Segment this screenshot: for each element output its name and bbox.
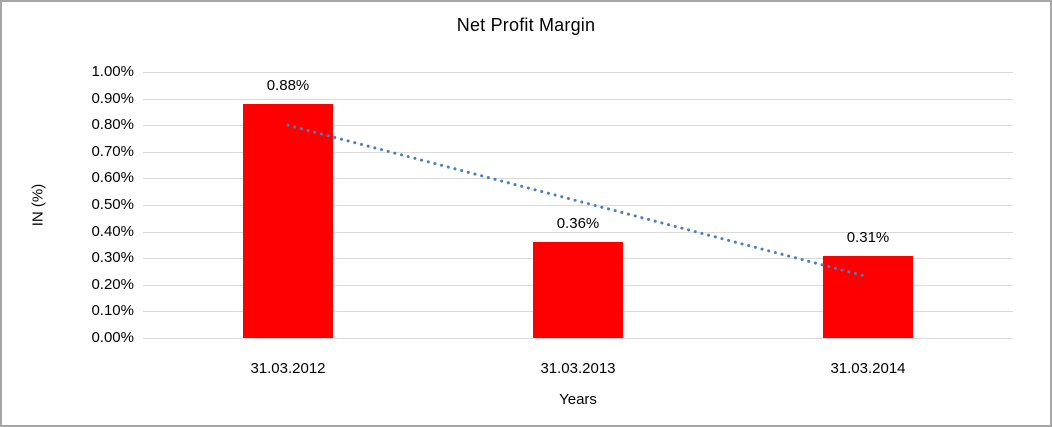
gridline: [143, 205, 1013, 206]
trendline: [286, 123, 870, 279]
y-axis-tick-label: 0.20%: [91, 275, 134, 293]
y-axis-tick-label: 0.90%: [91, 89, 134, 107]
gridline: [143, 231, 1013, 233]
bar-31.03.2014: [823, 255, 913, 338]
gridline: [143, 72, 1013, 73]
y-axis-tick-label: 0.50%: [91, 196, 134, 213]
gridline: [143, 125, 1013, 127]
y-axis-tick-label: 0.40%: [91, 222, 134, 240]
gridline: [143, 178, 1013, 180]
data-label: 0.36%: [556, 215, 600, 233]
data-label: 0.31%: [846, 228, 890, 246]
y-axis-tick-label: 0.80%: [91, 116, 134, 134]
gridline: [143, 338, 1013, 339]
gridline: [143, 98, 1013, 100]
y-axis-tick-label: 0.10%: [91, 302, 134, 320]
trendline-path: [286, 123, 870, 279]
y-axis-tick-label: 0.30%: [91, 249, 134, 267]
chart-title: Net Profit Margin: [456, 15, 596, 35]
bar-31.03.2012: [243, 103, 333, 338]
x-axis-tick-label: 31.03.2013: [540, 360, 616, 377]
gridline: [143, 151, 1013, 153]
plot-area: [143, 72, 1013, 339]
data-label: 0.88%: [266, 76, 310, 94]
y-axis-tick-label: 0.70%: [91, 142, 134, 160]
x-axis-tick-label: 31.03.2014: [830, 360, 906, 377]
x-axis-title: Years: [559, 391, 597, 408]
y-axis-tick-label: 0.00%: [91, 329, 134, 346]
y-axis-tick-label: 0.60%: [91, 169, 134, 187]
x-axis-tick-label: 31.03.2012: [250, 360, 326, 377]
y-axis-tick-label: 1.00%: [91, 63, 134, 80]
bar-31.03.2013: [533, 242, 623, 338]
